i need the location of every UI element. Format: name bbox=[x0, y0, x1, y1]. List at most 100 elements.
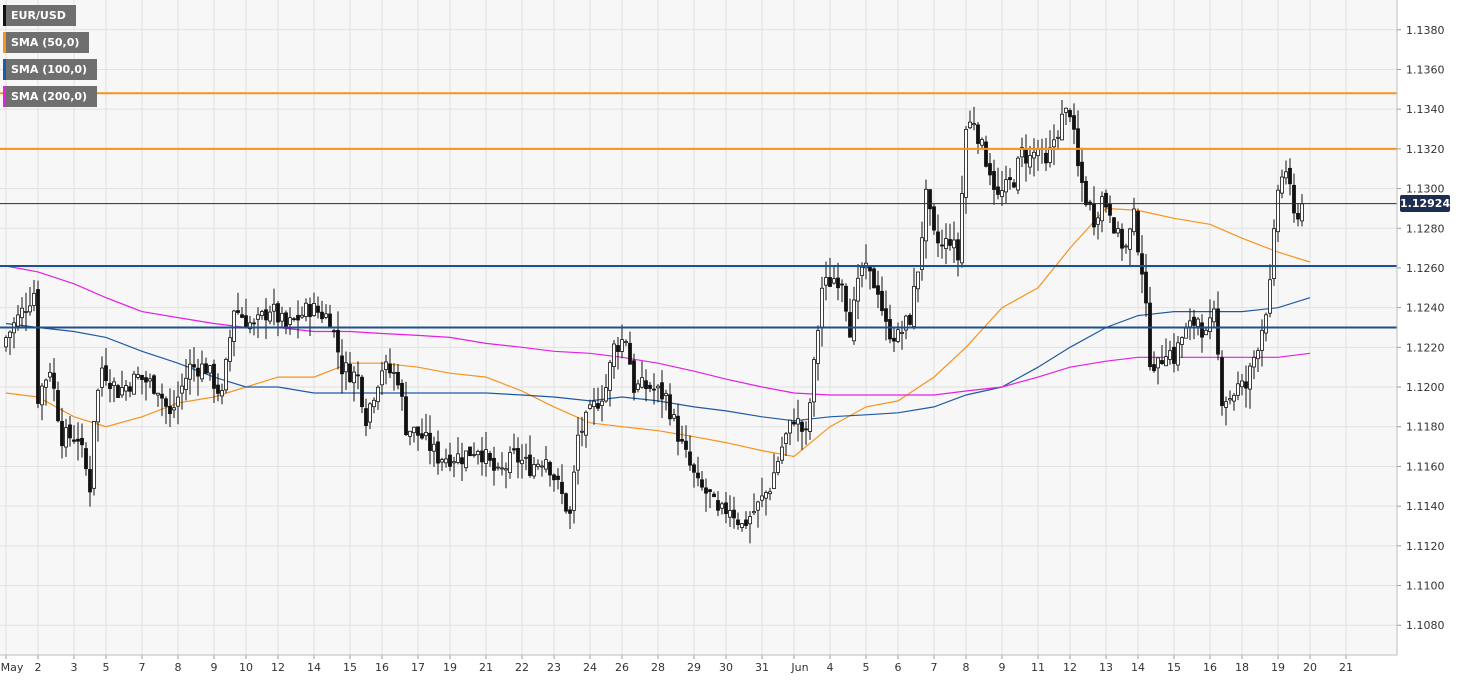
candle-body bbox=[1084, 180, 1088, 206]
candle-body bbox=[760, 495, 764, 501]
candle-body bbox=[320, 311, 324, 320]
y-tick-label: 1.1160 bbox=[1406, 460, 1445, 473]
candle-body bbox=[492, 457, 496, 471]
candle-body bbox=[620, 339, 624, 352]
candle-body bbox=[1200, 322, 1204, 338]
candle-body bbox=[404, 396, 408, 436]
candle-body bbox=[856, 277, 860, 302]
candle-body bbox=[668, 394, 672, 420]
candle-body bbox=[568, 509, 572, 514]
candle-body bbox=[316, 305, 320, 313]
sma-200-line bbox=[5, 265, 1311, 396]
candle-body bbox=[1044, 152, 1048, 164]
candle-body bbox=[976, 124, 980, 144]
candle-body bbox=[1060, 113, 1064, 141]
candle-body bbox=[1096, 217, 1100, 225]
axes: 1.1080 1.1100 1.1120 1.1140 1.1160 1.1180 1.12… bbox=[0, 0, 1445, 674]
candle-body bbox=[708, 489, 712, 492]
x-tick-label: 26 bbox=[615, 661, 629, 674]
candle-body bbox=[384, 361, 388, 370]
y-tick-label: 1.1180 bbox=[1406, 421, 1445, 434]
candle-body bbox=[200, 363, 204, 380]
legend-item-price: EUR/USD bbox=[3, 5, 97, 26]
candle-body bbox=[772, 472, 776, 489]
candle-body bbox=[392, 371, 396, 374]
candle-body bbox=[584, 411, 588, 436]
candle-body bbox=[868, 266, 872, 272]
candle-body bbox=[1164, 356, 1168, 367]
candle-body bbox=[884, 308, 888, 322]
candle-body bbox=[1132, 208, 1136, 233]
candle-body bbox=[364, 408, 368, 427]
candle-body bbox=[112, 381, 116, 387]
x-tick-label: 8 bbox=[963, 661, 970, 674]
candle-body bbox=[1076, 128, 1080, 167]
candle-body bbox=[652, 388, 656, 391]
candle-body bbox=[844, 285, 848, 312]
x-tick-label: 4 bbox=[827, 661, 834, 674]
candle-body bbox=[876, 285, 880, 295]
x-tick-label: 13 bbox=[1099, 661, 1113, 674]
candle-body bbox=[920, 237, 924, 270]
candle-body bbox=[148, 378, 152, 382]
candle-body bbox=[704, 487, 708, 494]
candle-body bbox=[52, 372, 56, 389]
candle-body bbox=[552, 474, 556, 481]
candle-body bbox=[1080, 161, 1084, 183]
candle-body bbox=[360, 376, 364, 408]
candle-body bbox=[1064, 107, 1068, 113]
candle-body bbox=[828, 277, 832, 287]
candle-body bbox=[852, 299, 856, 342]
candle-body bbox=[120, 387, 124, 396]
candle-body bbox=[660, 382, 664, 400]
candle-body bbox=[1248, 365, 1252, 390]
candle-body bbox=[96, 389, 100, 423]
x-tick-label: 5 bbox=[863, 661, 870, 674]
candle-body bbox=[468, 446, 472, 457]
candle-body bbox=[1116, 228, 1120, 234]
candle-body bbox=[1036, 148, 1040, 156]
candle-body bbox=[676, 415, 680, 442]
candle-body bbox=[1276, 189, 1280, 233]
candle-body bbox=[380, 370, 384, 386]
candle-body bbox=[728, 510, 732, 518]
y-tick-label: 1.1300 bbox=[1406, 183, 1445, 196]
candle-body bbox=[840, 283, 844, 286]
candle-body bbox=[1252, 357, 1256, 368]
x-tick-label: 10 bbox=[239, 661, 253, 674]
candle-body bbox=[808, 402, 812, 432]
legend: EUR/USD SMA (50,0) SMA (100,0) SMA (200,… bbox=[3, 5, 98, 113]
x-tick-label: 17 bbox=[411, 661, 425, 674]
candle-body bbox=[764, 492, 768, 499]
candle-body bbox=[420, 433, 424, 439]
candle-body bbox=[960, 193, 964, 264]
candle-body bbox=[512, 448, 516, 451]
candle-body bbox=[536, 463, 540, 467]
candle-body bbox=[680, 439, 684, 442]
candle-body bbox=[1024, 149, 1028, 164]
y-tick-label: 1.1100 bbox=[1406, 580, 1445, 593]
candle-body bbox=[968, 121, 972, 129]
candle-body bbox=[1168, 350, 1172, 360]
candle-body bbox=[880, 290, 884, 312]
candle-body bbox=[1244, 381, 1248, 389]
candle-body bbox=[684, 440, 688, 450]
candle-body bbox=[1092, 203, 1096, 228]
candle-body bbox=[524, 456, 528, 459]
candle-body bbox=[992, 171, 996, 190]
candle-body bbox=[1120, 228, 1124, 249]
candle-body bbox=[264, 309, 268, 321]
x-tick-label: 22 bbox=[515, 661, 529, 674]
candle-body bbox=[308, 304, 312, 317]
candle-body bbox=[344, 362, 348, 373]
candle-body bbox=[1208, 317, 1212, 333]
candle-body bbox=[836, 277, 840, 289]
candle-body bbox=[104, 365, 108, 381]
candle-body bbox=[692, 464, 696, 473]
candle-body bbox=[288, 317, 292, 325]
y-tick-label: 1.1320 bbox=[1406, 143, 1445, 156]
candle-body bbox=[348, 363, 352, 383]
candle-body bbox=[216, 384, 220, 394]
candle-body bbox=[260, 311, 264, 316]
